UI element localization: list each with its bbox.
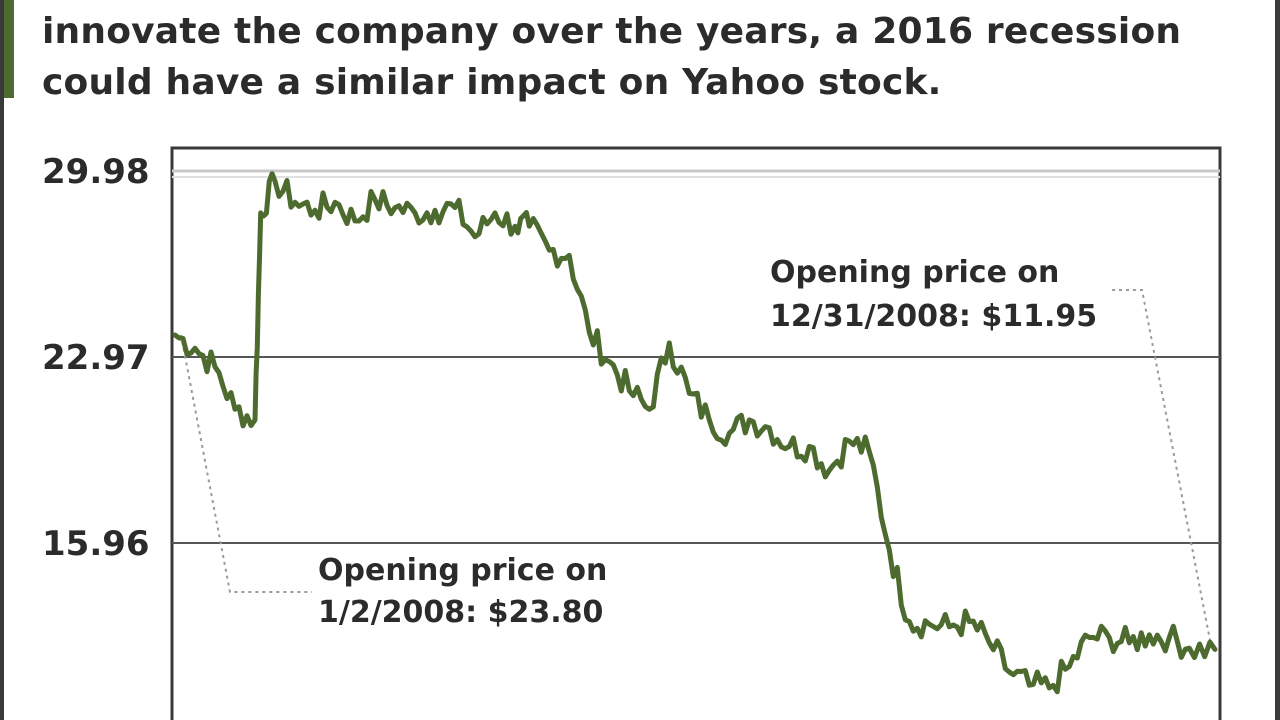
leader-start bbox=[180, 334, 312, 593]
y-tick-label-22.97: 22.97 bbox=[42, 338, 150, 378]
y-axis-tick-labels: 29.98 22.97 15.96 bbox=[42, 152, 150, 564]
intro-line-1: innovate the company over the years, a 2… bbox=[42, 11, 1182, 52]
y-tick-label-29.98: 29.98 bbox=[42, 152, 150, 192]
leader-end bbox=[1112, 289, 1212, 646]
frame-left-border bbox=[0, 0, 4, 720]
annotation-end-line-2: 12/31/2008: $11.95 bbox=[770, 299, 1097, 334]
frame-right-border bbox=[1275, 0, 1280, 720]
accent-bar bbox=[4, 0, 14, 98]
annotation-start-line-2: 1/2/2008: $23.80 bbox=[318, 595, 603, 630]
price-series-line bbox=[172, 171, 1218, 695]
plot-frame bbox=[170, 146, 1222, 720]
intro-line-2: could have a similar impact on Yahoo sto… bbox=[42, 62, 942, 103]
annotation-leader-lines bbox=[180, 289, 1212, 646]
y-tick-label-15.96: 15.96 bbox=[42, 524, 150, 564]
annotation-start-line-1: Opening price on bbox=[318, 553, 607, 588]
intro-paragraph: innovate the company over the years, a 2… bbox=[42, 0, 1242, 108]
annotation-end-line-1: Opening price on bbox=[770, 255, 1059, 290]
grid-lines bbox=[172, 356, 1220, 544]
